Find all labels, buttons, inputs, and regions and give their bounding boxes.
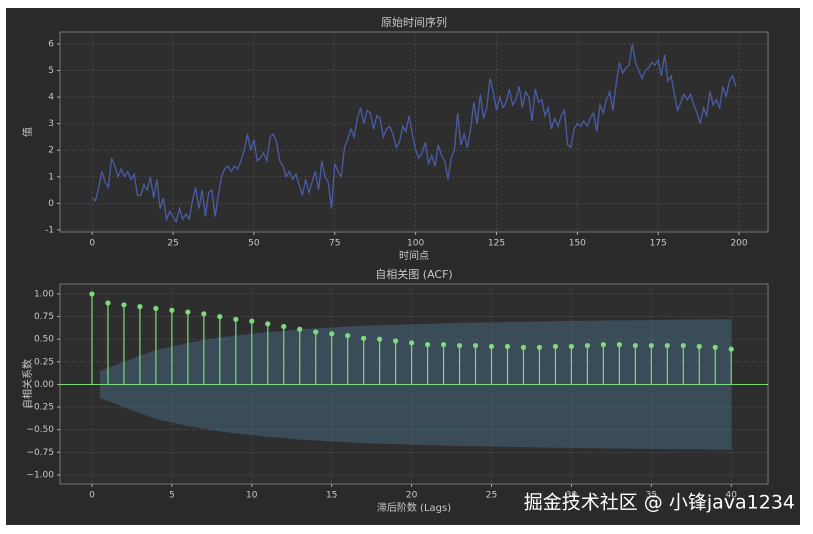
x-axis-label: 时间点 xyxy=(399,249,429,262)
y-tick-label: −0.75 xyxy=(26,448,54,458)
stem-marker xyxy=(584,342,591,349)
stem-marker xyxy=(552,343,559,350)
y-tick-label: 0.00 xyxy=(34,380,54,390)
stem-marker xyxy=(105,300,111,306)
x-tick-label: 200 xyxy=(730,239,747,249)
stem-marker xyxy=(281,323,287,330)
x-tick-label: 0 xyxy=(89,239,95,249)
stem-marker xyxy=(600,342,606,348)
stem-marker xyxy=(233,316,239,322)
stem-marker xyxy=(632,342,638,349)
stem-marker xyxy=(137,304,143,310)
stem-marker xyxy=(616,342,622,348)
axes-background xyxy=(59,31,769,233)
stem-marker xyxy=(345,332,351,339)
stem-marker xyxy=(377,336,383,342)
x-tick-label: 175 xyxy=(650,239,667,249)
x-axis-label: 滞后阶数 (Lags) xyxy=(377,501,451,514)
stem-marker xyxy=(696,343,702,350)
x-tick-label: 30 xyxy=(566,491,578,501)
stem-marker xyxy=(680,342,686,349)
chart-title: 原始时间序列 xyxy=(381,15,447,29)
stem-marker xyxy=(520,344,527,350)
stem-marker xyxy=(265,321,271,327)
stem-marker xyxy=(568,343,575,350)
y-tick-label: −0.25 xyxy=(26,403,54,413)
stem-marker xyxy=(121,302,127,308)
y-tick-label: 5 xyxy=(48,66,54,76)
stem-marker xyxy=(249,318,255,324)
x-tick-label: 10 xyxy=(246,491,258,501)
y-tick-label: 1 xyxy=(48,172,54,182)
x-tick-label: 25 xyxy=(486,491,497,501)
stem-marker xyxy=(153,305,159,312)
y-tick-label: 0.50 xyxy=(34,335,54,345)
stem-marker xyxy=(664,342,670,349)
y-tick-label: 6 xyxy=(48,39,54,49)
y-tick-label: −0.50 xyxy=(26,425,54,435)
watermark: 掘金技术社区 @ 小锋java1234 xyxy=(524,492,795,514)
y-tick-label: -1 xyxy=(45,225,54,235)
stem-marker xyxy=(89,291,95,297)
x-tick-label: 40 xyxy=(726,491,738,501)
y-tick-label: −1.00 xyxy=(26,470,54,480)
x-tick-label: 20 xyxy=(406,491,418,501)
x-tick-label: 5 xyxy=(169,491,175,501)
y-tick-label: 0.75 xyxy=(34,312,54,322)
y-axis-label: 自相关系数 xyxy=(21,359,34,409)
x-tick-label: 35 xyxy=(646,491,657,501)
x-tick-label: 125 xyxy=(488,239,505,249)
y-tick-label: 0 xyxy=(48,199,54,209)
x-tick-label: 100 xyxy=(407,239,424,249)
stem-marker xyxy=(185,309,191,315)
x-tick-label: 0 xyxy=(89,491,95,501)
stem-marker xyxy=(361,335,367,341)
y-tick-label: 3 xyxy=(48,119,54,129)
x-tick-label: 15 xyxy=(326,491,337,501)
stem-marker xyxy=(456,342,463,349)
x-tick-label: 150 xyxy=(569,239,586,249)
stem-marker xyxy=(297,326,303,332)
y-axis-label: 值 xyxy=(21,127,34,137)
y-tick-label: 2 xyxy=(48,146,54,156)
stem-marker xyxy=(712,344,718,350)
stem-marker xyxy=(313,329,319,335)
x-tick-label: 50 xyxy=(248,239,260,249)
stem-marker xyxy=(728,346,734,352)
stem-marker xyxy=(440,342,447,348)
stem-marker xyxy=(504,343,511,350)
stem-marker xyxy=(488,343,495,350)
x-tick-label: 75 xyxy=(329,239,340,249)
stem-marker xyxy=(169,307,175,313)
stem-marker xyxy=(424,342,431,348)
series-line xyxy=(91,43,737,224)
y-tick-label: 0.25 xyxy=(34,357,54,367)
chart-title: 自相关图 (ACF) xyxy=(375,267,452,281)
stem-marker xyxy=(648,342,654,349)
y-tick-label: 1.00 xyxy=(34,289,54,299)
stem-marker xyxy=(217,313,223,320)
stem-marker xyxy=(536,344,543,350)
x-tick-label: 25 xyxy=(167,239,178,249)
stem-marker xyxy=(472,342,479,349)
y-tick-label: 4 xyxy=(48,93,54,103)
stem-marker xyxy=(329,331,335,337)
stem-marker xyxy=(393,338,399,344)
stem-marker xyxy=(201,311,207,317)
stem-marker xyxy=(409,340,415,346)
